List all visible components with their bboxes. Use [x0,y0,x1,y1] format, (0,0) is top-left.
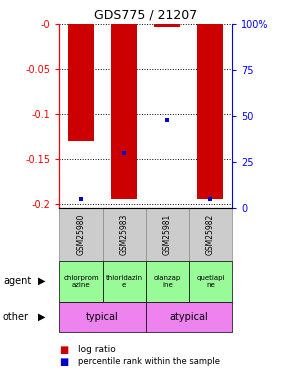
Text: other: other [3,312,29,322]
Text: thioridazin
e: thioridazin e [106,275,143,288]
Text: olanzap
ine: olanzap ine [154,275,181,288]
Bar [59,302,146,332]
Bar [189,261,232,302]
Bar [59,261,103,302]
Text: percentile rank within the sample: percentile rank within the sample [78,357,220,366]
Bar [146,302,232,332]
Text: ■: ■ [59,345,69,354]
Text: ▶: ▶ [38,312,45,322]
Text: ■: ■ [59,357,69,367]
Text: log ratio: log ratio [78,345,116,354]
Bar [189,208,232,261]
Text: chlorprom
azine: chlorprom azine [63,275,99,288]
Text: GSM25983: GSM25983 [120,214,129,255]
Text: agent: agent [3,276,31,286]
Text: GSM25982: GSM25982 [206,214,215,255]
Bar [68,24,94,141]
Text: typical: typical [86,312,119,322]
Bar [59,208,103,261]
Bar [103,208,146,261]
Text: quetiapi
ne: quetiapi ne [196,275,225,288]
Text: atypical: atypical [169,312,208,322]
Bar [154,24,180,27]
Bar [111,24,137,199]
Text: GSM25981: GSM25981 [163,214,172,255]
Title: GDS775 / 21207: GDS775 / 21207 [94,9,197,22]
Bar [146,261,189,302]
Text: ▶: ▶ [38,276,45,286]
Bar [146,208,189,261]
Text: GSM25980: GSM25980 [77,214,86,255]
Bar [103,261,146,302]
Bar [197,24,223,199]
